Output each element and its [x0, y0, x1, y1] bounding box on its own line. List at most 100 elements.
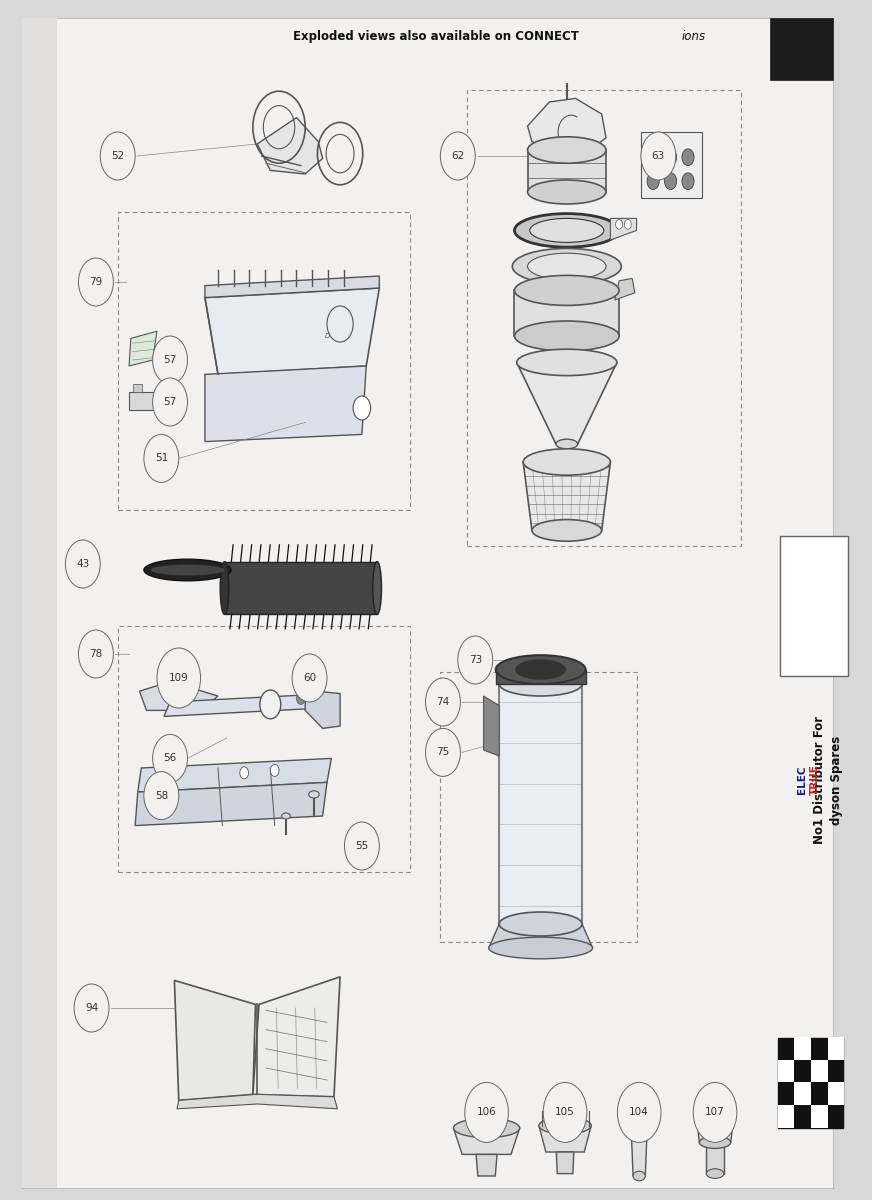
- Polygon shape: [138, 758, 331, 792]
- Circle shape: [74, 984, 109, 1032]
- Ellipse shape: [144, 559, 231, 581]
- Text: 75: 75: [436, 748, 450, 757]
- Polygon shape: [129, 331, 157, 366]
- Ellipse shape: [516, 349, 617, 376]
- Polygon shape: [164, 694, 331, 716]
- Polygon shape: [556, 1152, 574, 1174]
- Circle shape: [616, 220, 623, 229]
- Circle shape: [440, 132, 475, 180]
- Bar: [467, 90, 741, 546]
- Polygon shape: [706, 1142, 724, 1174]
- Polygon shape: [483, 696, 499, 756]
- Ellipse shape: [220, 562, 228, 614]
- Ellipse shape: [514, 275, 619, 305]
- Ellipse shape: [499, 912, 582, 936]
- FancyBboxPatch shape: [780, 536, 848, 676]
- Ellipse shape: [495, 655, 586, 684]
- Bar: [828, 1037, 844, 1060]
- Polygon shape: [205, 288, 379, 374]
- Ellipse shape: [528, 253, 606, 280]
- Text: 58: 58: [154, 791, 168, 800]
- Circle shape: [144, 772, 179, 820]
- Ellipse shape: [696, 1104, 734, 1118]
- Bar: [440, 672, 637, 942]
- Circle shape: [65, 540, 100, 588]
- Circle shape: [617, 1082, 661, 1142]
- Circle shape: [682, 173, 694, 190]
- Text: 43: 43: [76, 559, 90, 569]
- Text: 57: 57: [163, 397, 177, 407]
- Text: ions: ions: [682, 30, 706, 43]
- Circle shape: [240, 767, 249, 779]
- Polygon shape: [133, 384, 142, 392]
- Ellipse shape: [513, 248, 621, 284]
- Polygon shape: [488, 924, 593, 948]
- Circle shape: [641, 132, 676, 180]
- FancyBboxPatch shape: [770, 18, 833, 80]
- Text: 73: 73: [468, 655, 482, 665]
- Text: 79: 79: [89, 277, 103, 287]
- Text: 74: 74: [436, 697, 450, 707]
- Text: DC: DC: [789, 36, 814, 50]
- Ellipse shape: [556, 439, 577, 449]
- Circle shape: [543, 1082, 587, 1142]
- Ellipse shape: [633, 1171, 645, 1181]
- Circle shape: [153, 734, 187, 782]
- Bar: [22, 18, 57, 1188]
- Bar: [778, 1105, 794, 1128]
- Text: 78: 78: [89, 649, 103, 659]
- Circle shape: [624, 220, 631, 229]
- Polygon shape: [523, 462, 610, 530]
- Text: 01: 01: [791, 60, 812, 74]
- Text: 62: 62: [451, 151, 465, 161]
- Ellipse shape: [528, 180, 606, 204]
- Polygon shape: [499, 684, 582, 924]
- Ellipse shape: [516, 660, 565, 679]
- Text: 107: 107: [705, 1108, 725, 1117]
- Polygon shape: [129, 392, 155, 410]
- Circle shape: [682, 149, 694, 166]
- Ellipse shape: [529, 218, 603, 242]
- Ellipse shape: [499, 672, 582, 696]
- Circle shape: [647, 173, 659, 190]
- Circle shape: [353, 396, 371, 420]
- Ellipse shape: [532, 520, 602, 541]
- Circle shape: [292, 654, 327, 702]
- Bar: [641, 132, 702, 198]
- Polygon shape: [253, 977, 340, 1097]
- Ellipse shape: [523, 449, 610, 475]
- Polygon shape: [305, 690, 340, 728]
- Circle shape: [344, 822, 379, 870]
- Polygon shape: [630, 1110, 648, 1176]
- Circle shape: [465, 1082, 508, 1142]
- Circle shape: [260, 690, 281, 719]
- Ellipse shape: [373, 562, 382, 614]
- Polygon shape: [476, 1154, 497, 1176]
- Circle shape: [157, 648, 201, 708]
- Polygon shape: [615, 278, 635, 300]
- Circle shape: [78, 258, 113, 306]
- Bar: [778, 1038, 843, 1128]
- Text: TRUE: TRUE: [810, 764, 821, 796]
- Circle shape: [153, 336, 187, 384]
- Ellipse shape: [282, 814, 290, 818]
- Bar: [778, 1060, 794, 1082]
- Text: 3: 3: [803, 589, 826, 623]
- Polygon shape: [177, 1094, 337, 1109]
- FancyBboxPatch shape: [22, 18, 833, 1188]
- Text: ELEC: ELEC: [797, 766, 807, 794]
- Text: 109: 109: [169, 673, 188, 683]
- Polygon shape: [516, 362, 617, 444]
- Polygon shape: [135, 782, 327, 826]
- Text: No1 Distributor For
dyson Spares: No1 Distributor For dyson Spares: [814, 716, 843, 844]
- Ellipse shape: [514, 320, 619, 350]
- Text: 51: 51: [154, 454, 168, 463]
- Polygon shape: [205, 276, 379, 298]
- Text: 57: 57: [163, 355, 177, 365]
- Text: 63: 63: [651, 151, 665, 161]
- Ellipse shape: [528, 137, 606, 163]
- Ellipse shape: [488, 937, 593, 959]
- Ellipse shape: [539, 1117, 591, 1134]
- Circle shape: [664, 149, 677, 166]
- Text: 55: 55: [355, 841, 369, 851]
